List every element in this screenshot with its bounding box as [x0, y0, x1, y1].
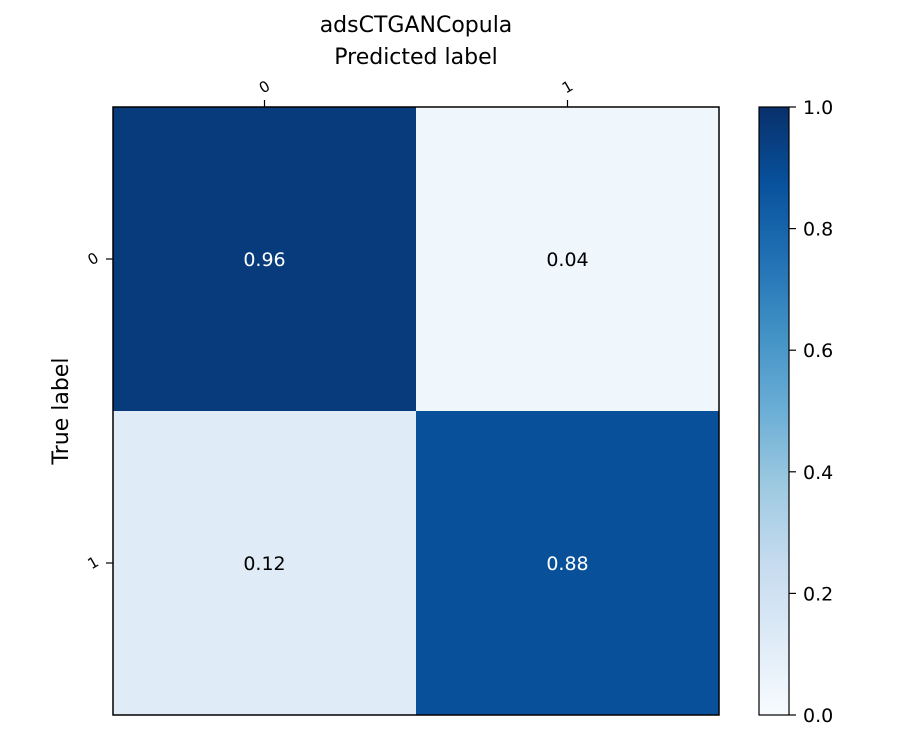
x-tick-label: 0	[256, 77, 273, 97]
x-tick-label: 1	[559, 77, 576, 97]
colorbar-ticks: 0.0 0.2 0.4 0.6 0.8 1.0	[789, 97, 833, 727]
chart-title: adsCTGANCopula	[320, 13, 513, 38]
heatmap-cells	[113, 107, 719, 715]
colorbar-tick-label: 0.8	[803, 219, 833, 241]
cell-value-label: 0.88	[546, 553, 588, 575]
colorbar	[758, 106, 790, 716]
x-axis-label: Predicted label	[334, 45, 497, 70]
colorbar-tick-label: 1.0	[803, 97, 833, 119]
colorbar-tick-label: 0.4	[803, 462, 833, 484]
colorbar-tick-label: 0.0	[803, 705, 833, 727]
colorbar-tick-label: 0.2	[803, 583, 833, 605]
cell-value-label: 0.96	[243, 249, 285, 271]
y-axis-ticks: 01	[85, 249, 113, 573]
y-tick-label: 1	[85, 553, 102, 573]
cell-value-label: 0.12	[243, 553, 285, 575]
heatmap-cell	[416, 107, 719, 411]
heatmap-cell	[416, 411, 719, 715]
cell-value-label: 0.04	[546, 249, 588, 271]
y-tick-label: 0	[85, 249, 102, 269]
y-axis-label: True label	[49, 358, 74, 466]
plot-frame	[112, 106, 720, 716]
heatmap-cell-labels: 0.96 0.04 0.12 0.88	[243, 249, 588, 575]
colorbar-tick-label: 0.6	[803, 340, 833, 362]
heatmap-cell	[113, 411, 416, 715]
heatmap-cell	[113, 107, 416, 411]
